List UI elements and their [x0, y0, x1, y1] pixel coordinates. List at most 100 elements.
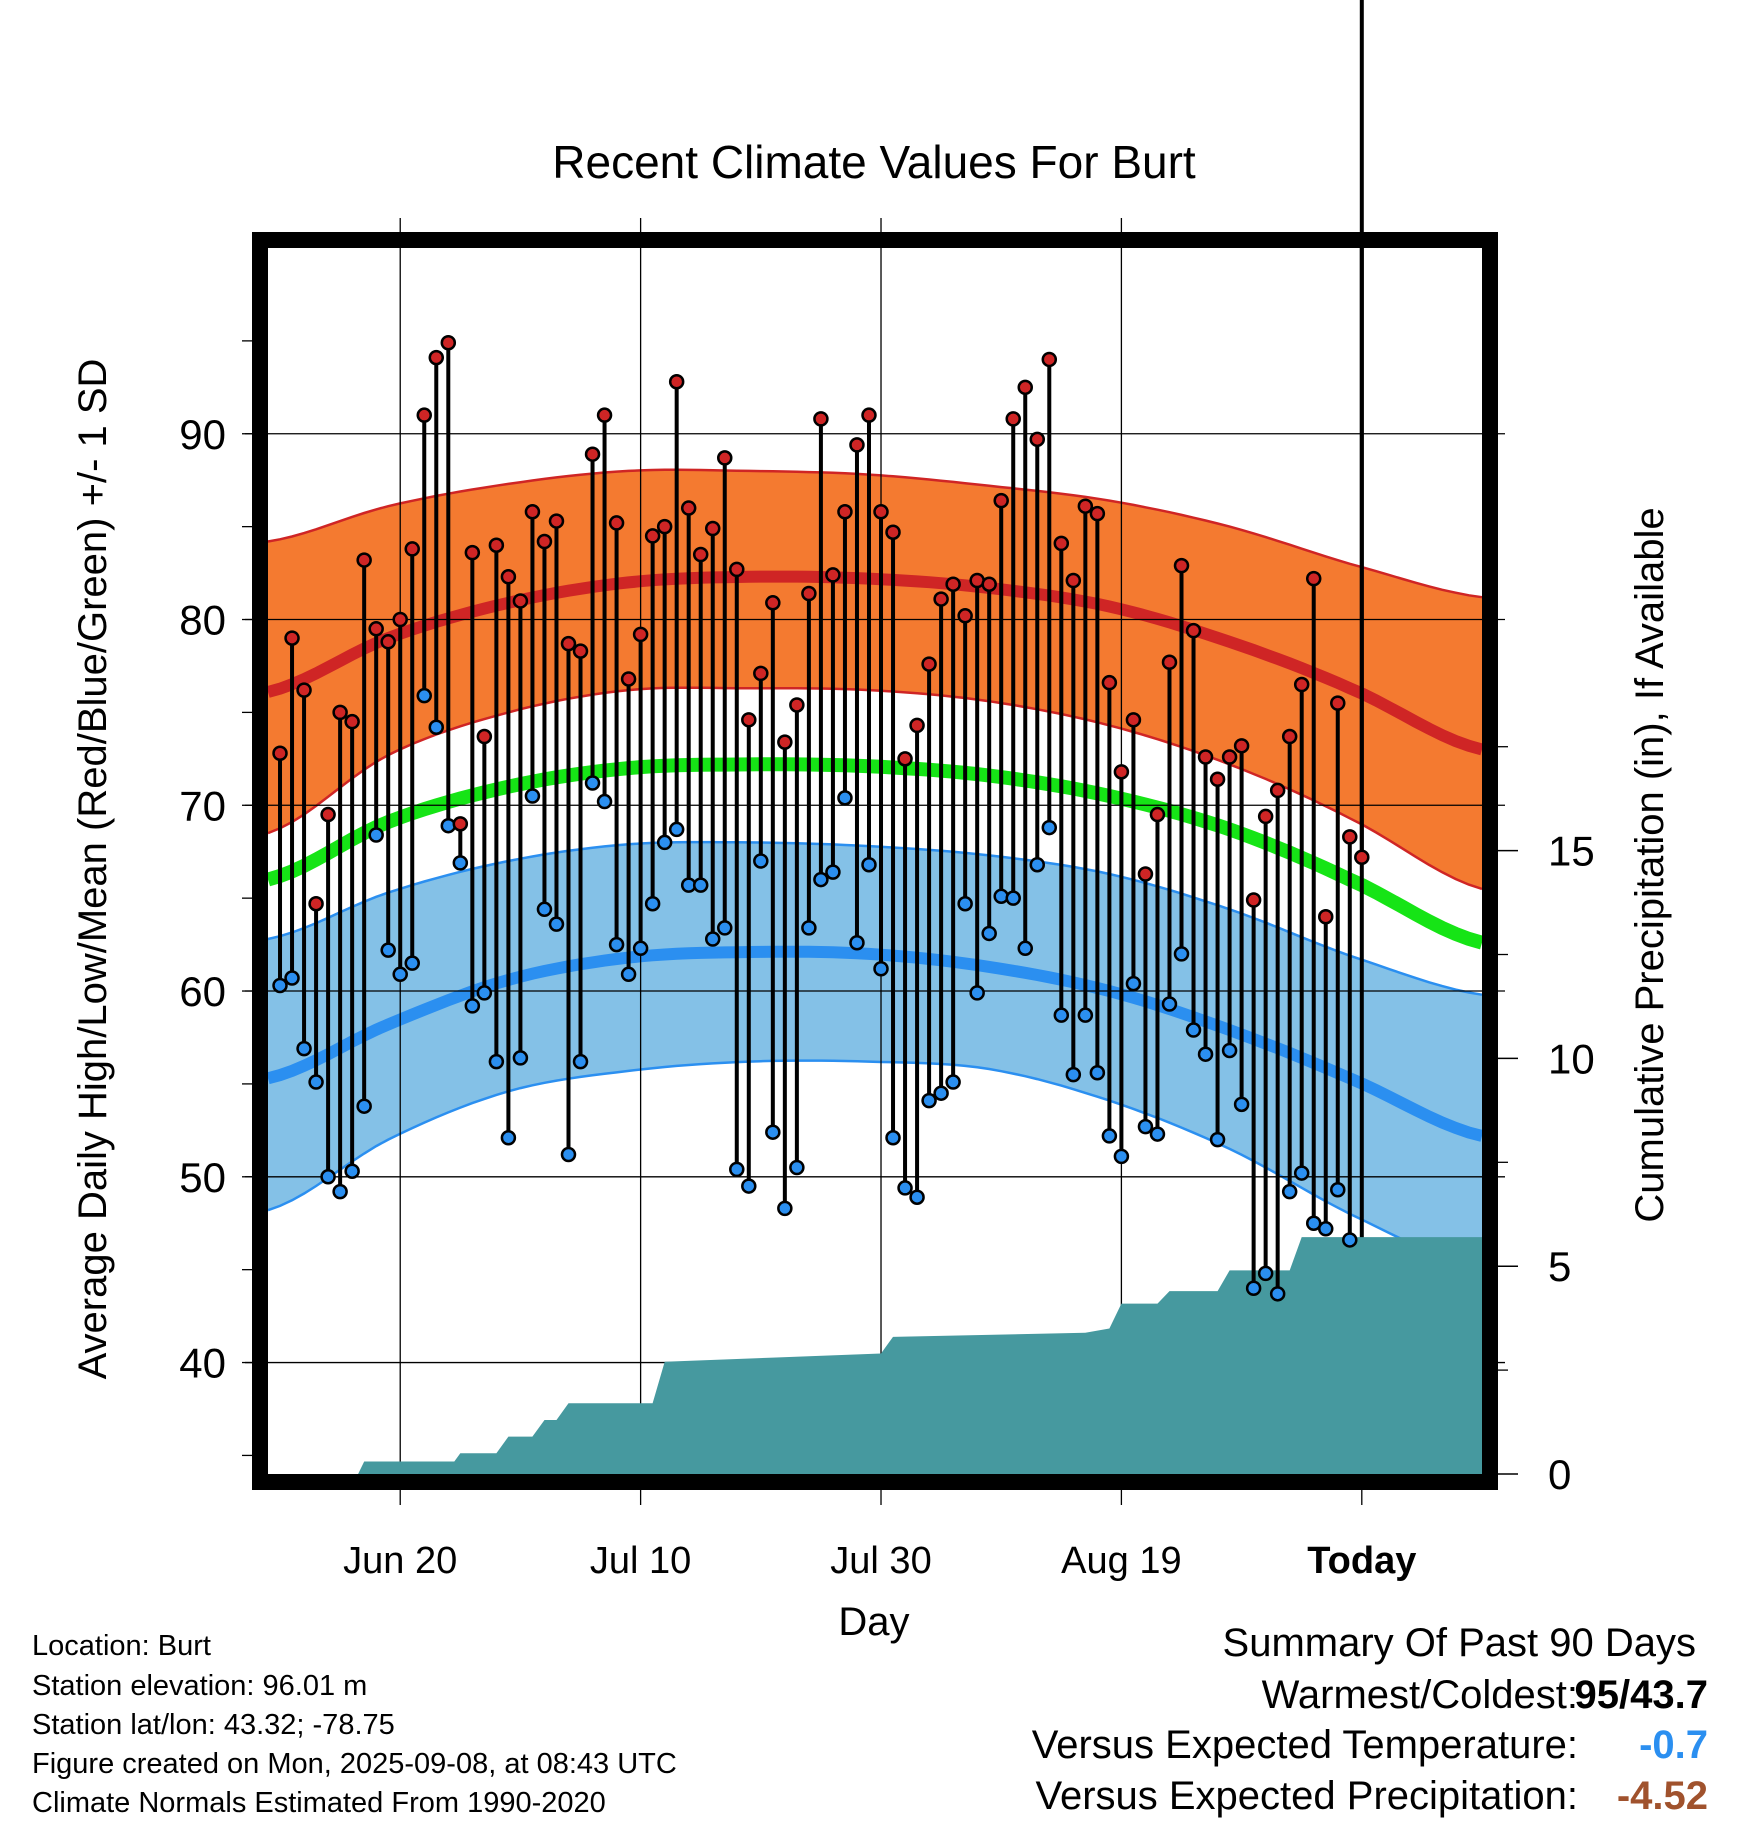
high-point: [909, 717, 925, 734]
low-point: [500, 1130, 517, 1146]
high-point: [1017, 379, 1033, 396]
low-point: [476, 985, 493, 1001]
low-point: [452, 855, 469, 871]
chart-title: Recent Climate Values For Burt: [552, 136, 1196, 188]
low-point: [1293, 1165, 1310, 1181]
y-tick-label: 60: [179, 968, 226, 1015]
summary-temp-label: Versus Expected Temperature:: [1031, 1723, 1578, 1767]
high-point: [704, 520, 721, 537]
high-point: [825, 567, 841, 583]
high-point: [380, 634, 396, 650]
high-point: [1281, 728, 1298, 745]
high-point: [993, 492, 1009, 509]
high-point: [284, 630, 300, 646]
summary-temp-value: -0.7: [1639, 1723, 1708, 1767]
high-point: [1257, 808, 1274, 825]
low-point: [1149, 1126, 1166, 1142]
low-point: [741, 1178, 757, 1194]
x-tick-label: Today: [1307, 1540, 1416, 1582]
high-point: [1233, 738, 1250, 754]
info-created: Figure created on Mon, 2025-09-08, at 08…: [32, 1748, 677, 1780]
low-point: [1077, 1007, 1094, 1023]
high-point: [1197, 749, 1214, 765]
high-point: [536, 533, 553, 550]
high-point: [1161, 654, 1178, 670]
high-point: [440, 334, 457, 351]
low-point: [356, 1098, 372, 1114]
high-point: [692, 546, 709, 563]
high-point: [572, 643, 589, 659]
high-point: [428, 349, 445, 366]
low-point: [692, 877, 709, 893]
low-point: [753, 853, 769, 869]
x-tick-label: Jun 20: [343, 1540, 457, 1582]
low-point: [608, 936, 625, 953]
high-point: [584, 446, 601, 462]
plot-frame: [252, 232, 1498, 1490]
daily-dots: [272, 334, 1370, 1302]
warmest-value: 95: [1574, 1673, 1620, 1717]
high-point: [524, 504, 541, 520]
low-point: [320, 1169, 336, 1185]
high-point: [596, 407, 613, 423]
low-point: [1173, 946, 1190, 962]
high-point: [344, 713, 360, 730]
low-point: [1137, 1118, 1154, 1135]
low-point: [308, 1074, 324, 1090]
low-point: [729, 1161, 745, 1178]
high-point: [957, 608, 973, 624]
high-point: [464, 544, 481, 561]
low-point: [1113, 1148, 1130, 1165]
low-point: [704, 931, 721, 947]
low-point: [717, 920, 733, 936]
high-point: [1354, 849, 1370, 866]
high-point: [1221, 749, 1238, 765]
high-point: [1293, 676, 1310, 693]
high-point: [1125, 712, 1142, 728]
high-point: [765, 595, 781, 611]
low-point: [332, 1183, 348, 1200]
high-point: [837, 504, 853, 520]
low-point: [837, 790, 853, 806]
low-point: [1041, 819, 1058, 836]
low-point: [572, 1053, 589, 1070]
y-tick-label: 40: [179, 1340, 226, 1387]
low-point: [789, 1159, 805, 1176]
low-point: [1221, 1042, 1238, 1059]
low-point: [1330, 1182, 1346, 1198]
y2-tick-label: 5: [1548, 1243, 1571, 1290]
high-point: [296, 682, 312, 698]
high-point: [332, 704, 348, 721]
low-point: [897, 1180, 913, 1196]
low-point: [1065, 1066, 1082, 1083]
high-point: [1317, 908, 1334, 925]
x-tick-label: Jul 30: [830, 1540, 931, 1582]
high-point: [392, 611, 408, 628]
low-point: [1053, 1007, 1070, 1023]
low-point: [861, 856, 877, 873]
high-point: [1305, 570, 1322, 587]
low-point: [777, 1200, 793, 1217]
high-point: [741, 712, 757, 728]
precipitation-area: [268, 1237, 1482, 1474]
high-point: [608, 515, 625, 531]
summary-heading: Summary Of Past 90 Days: [1222, 1621, 1696, 1665]
plot-border: [252, 232, 1498, 1490]
high-point: [729, 561, 745, 578]
high-point: [921, 656, 937, 672]
high-point: [548, 513, 565, 529]
high-point: [680, 500, 697, 516]
y2-tick-label: 0: [1548, 1451, 1571, 1498]
high-point: [885, 524, 901, 540]
low-point: [368, 827, 384, 843]
high-point: [861, 407, 877, 423]
high-point: [1065, 572, 1082, 589]
low-point: [1089, 1065, 1106, 1081]
high-point: [1101, 674, 1118, 691]
low-point: [885, 1130, 901, 1146]
high-point: [945, 576, 961, 592]
low-point: [296, 1040, 312, 1057]
low-point: [1305, 1215, 1322, 1231]
high-point: [801, 585, 817, 602]
